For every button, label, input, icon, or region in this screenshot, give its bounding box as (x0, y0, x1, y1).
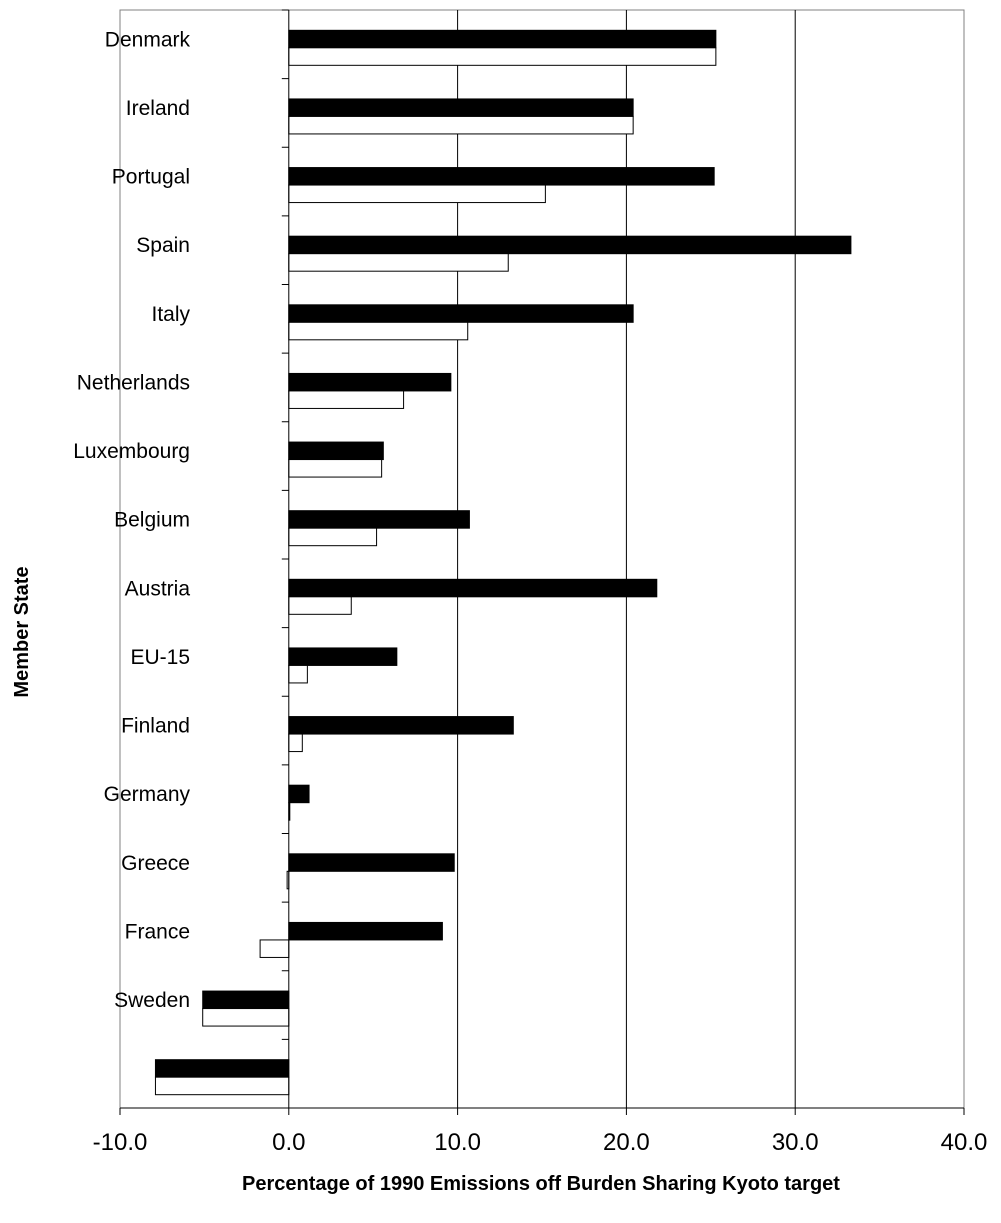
bar-denmark-series-2 (288, 47, 717, 66)
bar-finland-series-2 (288, 733, 303, 753)
category-label: Finland (121, 715, 190, 738)
bar-eu-15-series-2 (288, 664, 308, 684)
bar-sweden-series-1 (202, 990, 290, 1010)
bar-netherlands-series-2 (288, 390, 405, 409)
bar-netherlands-series-1 (288, 372, 452, 392)
x-tick-label: 20.0 (603, 1129, 650, 1156)
bar-sweden-series-2 (202, 1008, 290, 1027)
category-label: Germany (104, 783, 191, 806)
bar-finland-series-1 (288, 716, 514, 735)
category-label: UK (161, 1058, 190, 1081)
bar-france-series-2 (259, 939, 290, 958)
bar-greece-series-1 (288, 853, 455, 872)
axes (119, 9, 965, 1115)
x-tick-label: 40.0 (941, 1129, 988, 1156)
category-label: Denmark (105, 28, 191, 51)
x-tick-label: 10.0 (434, 1129, 481, 1156)
category-label: Spain (136, 234, 190, 257)
bar-belgium-series-1 (288, 510, 470, 529)
y-axis-title: Member State (11, 566, 33, 697)
category-label: Sweden (114, 989, 190, 1012)
bar-ireland-series-1 (288, 98, 634, 117)
bar-italy-series-1 (288, 304, 634, 323)
bar-eu-15-series-1 (288, 647, 398, 666)
bar-luxembourg-series-1 (288, 441, 384, 461)
bars (154, 29, 852, 1096)
bar-belgium-series-2 (288, 527, 378, 547)
category-label: Greece (121, 852, 190, 875)
category-label: Austria (125, 577, 191, 600)
x-tick-label: -10.0 (93, 1129, 148, 1156)
category-label: Italy (151, 303, 190, 326)
x-tick-label: 0.0 (272, 1129, 305, 1156)
x-axis-title: Percentage of 1990 Emissions off Burden … (242, 1173, 840, 1195)
bar-spain-series-2 (288, 253, 509, 272)
bar-austria-series-2 (288, 596, 352, 615)
category-label: Portugal (112, 166, 190, 189)
category-label: Netherlands (77, 371, 190, 394)
bar-spain-series-1 (288, 235, 852, 255)
bar-italy-series-2 (288, 321, 469, 341)
bar-portugal-series-2 (288, 184, 546, 204)
bar-luxembourg-series-2 (288, 459, 383, 478)
bar-france-series-1 (288, 921, 443, 941)
bar-ireland-series-2 (288, 115, 634, 135)
category-label: France (125, 920, 190, 943)
category-label: EU-15 (130, 646, 190, 669)
category-label: Belgium (114, 509, 190, 532)
bar-denmark-series-1 (288, 29, 717, 49)
bar-portugal-series-1 (288, 167, 715, 186)
x-tick-label: 30.0 (772, 1129, 819, 1156)
category-label: Luxembourg (73, 440, 190, 463)
bar-germany-series-1 (288, 784, 310, 804)
labels: -10.0 0.0 10.0 20.0 30.0 40.0 Denmark Ireland Po… (73, 28, 987, 1156)
category-label: Ireland (126, 97, 190, 120)
bar-austria-series-1 (288, 578, 658, 598)
